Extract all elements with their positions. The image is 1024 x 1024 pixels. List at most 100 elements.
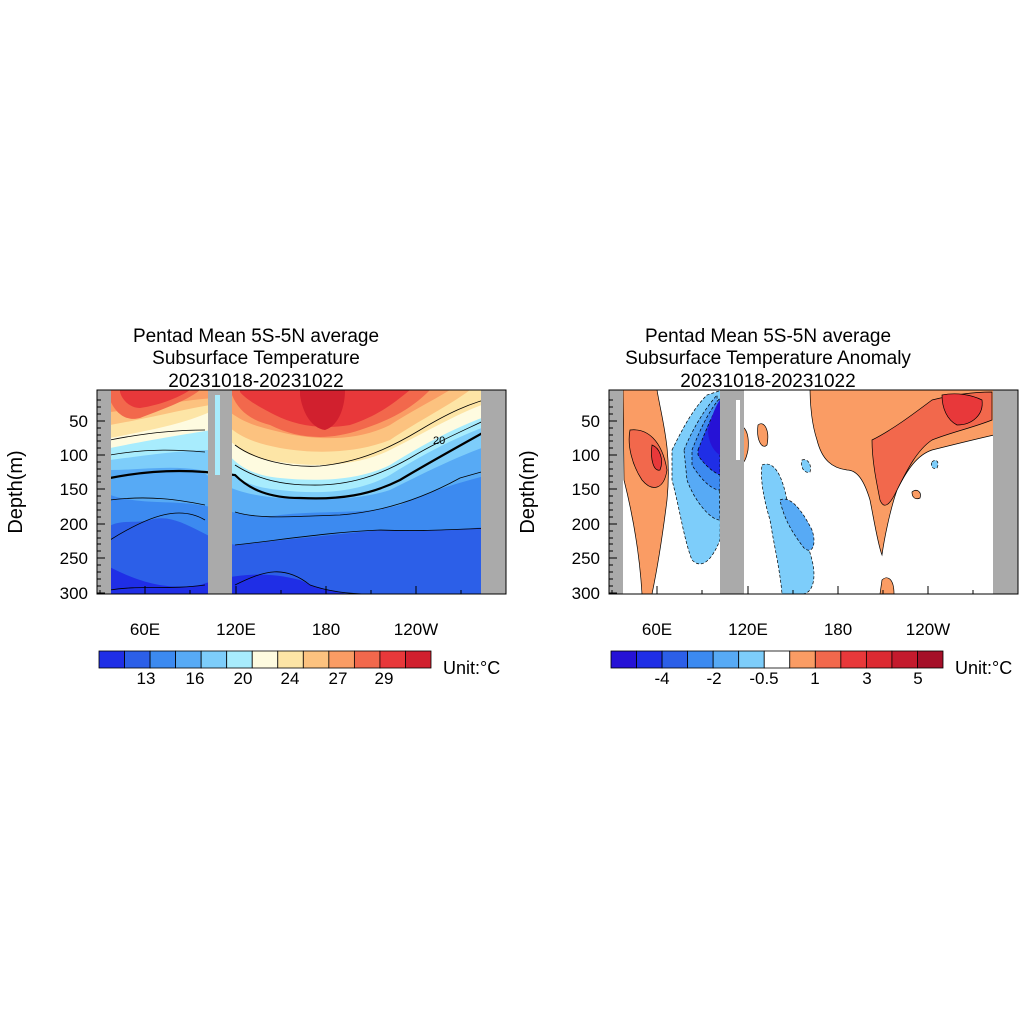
y-tick-label: 200	[572, 515, 600, 534]
colorbar-swatch	[124, 650, 151, 669]
colorbar-swatch	[226, 650, 253, 669]
anomaly-panel: Pentad Mean 5S-5N average Subsurface Tem…	[512, 0, 1024, 1024]
anomaly-field	[609, 390, 1018, 594]
colorbar-swatch	[149, 650, 177, 669]
colorbar-label: 16	[186, 669, 205, 688]
anomaly-positive-small-2	[911, 490, 921, 500]
colorbar-unit: Unit:°C	[955, 658, 1013, 678]
colorbar-swatch	[712, 650, 740, 669]
anomaly-plot: 50 100 150 200 250 300 Depth(m) 60E 120E…	[517, 389, 1019, 688]
colorbar-label: 29	[375, 669, 394, 688]
y-tick-label: 200	[60, 515, 88, 534]
y-tick-label: 250	[60, 549, 88, 568]
anomaly-positive-deep	[879, 577, 895, 594]
chart-title-line-2: Subsurface Temperature Anomaly	[625, 348, 911, 369]
temp-band-deep	[97, 560, 360, 594]
anomaly-positive-small	[757, 423, 769, 447]
isotherm-24	[109, 395, 501, 467]
y-tick-label: 300	[572, 584, 600, 603]
anomaly-positive-west-core	[628, 429, 668, 488]
anomaly-negative-small	[931, 460, 939, 469]
y-tick-label: 50	[69, 412, 88, 431]
x-tick-label: 120E	[216, 620, 256, 639]
colorbar	[98, 650, 432, 669]
anomaly-negative-blob	[801, 459, 811, 473]
anomaly-negative-west-core	[708, 400, 720, 455]
colorbar-swatch	[636, 650, 663, 669]
plot-frame	[96, 389, 507, 595]
land-mask-maritime	[720, 390, 744, 594]
contour-label-20: 20	[433, 435, 445, 447]
colorbar-swatch	[98, 650, 125, 669]
land-mask-americas	[481, 390, 506, 594]
colorbar-swatch	[891, 650, 918, 669]
colorbar-label: 5	[913, 669, 922, 688]
chart-title-line-1: Pentad Mean 5S-5N average	[644, 326, 892, 347]
colorbar-label: 13	[137, 669, 156, 688]
y-tick-label: 100	[572, 446, 600, 465]
colorbar-swatch	[738, 650, 765, 669]
y-axis-title: Depth(m)	[517, 450, 539, 533]
isotherm-22	[109, 409, 506, 486]
x-ticks	[611, 586, 974, 594]
anomaly-positive-west-peak	[651, 444, 662, 471]
colorbar-unit: Unit:°C	[443, 658, 501, 678]
colorbar-swatch	[917, 650, 944, 669]
colorbar-swatch	[200, 650, 228, 669]
temperature-panel: Pentad Mean 5S-5N average Subsurface Tem…	[5, 326, 507, 688]
colorbar-swatch	[789, 650, 816, 669]
isotherm-20	[109, 419, 506, 500]
colorbar-swatch	[865, 650, 893, 669]
x-tick-label: 120E	[728, 620, 768, 639]
chart-title-line-2: Subsurface Temperature	[152, 348, 360, 369]
colorbar-label: -0.5	[749, 669, 778, 688]
y-tick-label: 50	[581, 412, 600, 431]
y-ticks	[97, 399, 105, 594]
chart-title-line-3: 20231018-20231022	[680, 371, 856, 392]
x-tick-label: 120W	[906, 620, 950, 639]
colorbar-swatch	[175, 650, 202, 669]
isotherm-16	[109, 464, 506, 518]
colorbar-swatch	[405, 650, 432, 669]
colorbar-label: 1	[810, 669, 819, 688]
colorbar-swatch	[302, 650, 330, 669]
x-ticks	[99, 586, 462, 594]
y-tick-label: 100	[60, 446, 88, 465]
colorbar	[610, 650, 944, 669]
colorbar-swatch	[379, 650, 406, 669]
anomaly-negative-central	[761, 463, 815, 594]
y-tick-label: 150	[572, 480, 600, 499]
y-tick-label: 300	[60, 584, 88, 603]
x-tick-label: 60E	[642, 620, 672, 639]
temperature-field: 20	[97, 390, 506, 594]
colorbar-labels: 13 16 20 24 27 29	[137, 669, 394, 688]
chart-title-line-3: 20231018-20231022	[168, 371, 344, 392]
colorbar-label: 20	[234, 669, 253, 688]
strait-channel	[736, 400, 740, 460]
land-mask-americas	[993, 390, 1018, 594]
colorbar-label: 3	[862, 669, 871, 688]
isotherm-14	[109, 512, 506, 546]
plot-frame	[608, 389, 1019, 595]
colorbar-swatch	[353, 650, 381, 669]
colorbar-label: 27	[329, 669, 348, 688]
y-tick-label: 250	[572, 549, 600, 568]
strait-channel	[215, 395, 220, 475]
temp-band-29-west	[120, 390, 190, 408]
colorbar-swatch	[763, 650, 791, 669]
x-tick-label: 60E	[130, 620, 160, 639]
x-tick-label: 120W	[394, 620, 438, 639]
colorbar-swatch	[328, 650, 355, 669]
colorbar-swatch	[687, 650, 714, 669]
anomaly-positive-east-peak	[941, 393, 983, 426]
isotherm-12	[109, 571, 371, 594]
y-axis-title: Depth(m)	[5, 450, 27, 533]
x-tick-labels: 60E 120E 180 120W	[642, 620, 950, 639]
x-tick-labels: 60E 120E 180 120W	[130, 620, 438, 639]
y-tick-label: 150	[60, 480, 88, 499]
y-ticks	[609, 399, 617, 594]
colorbar-label: 24	[281, 669, 300, 688]
x-tick-label: 180	[312, 620, 340, 639]
chart-title-line-1: Pentad Mean 5S-5N average	[132, 326, 380, 347]
temperature-plot: 20 50 100 150 200 250 300 Depth(m)	[5, 389, 507, 688]
